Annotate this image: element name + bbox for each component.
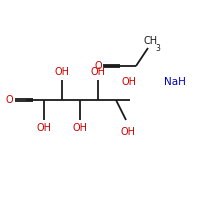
Text: OH: OH [90,67,106,77]
Text: OH: OH [121,77,136,87]
Text: OH: OH [36,123,52,133]
Text: O: O [6,95,14,105]
Text: OH: OH [72,123,88,133]
Text: O: O [94,61,102,71]
Text: OH: OH [54,67,70,77]
Text: CH: CH [144,36,158,46]
Text: NaH: NaH [164,77,186,87]
Text: OH: OH [120,127,136,137]
Text: 3: 3 [155,44,160,53]
